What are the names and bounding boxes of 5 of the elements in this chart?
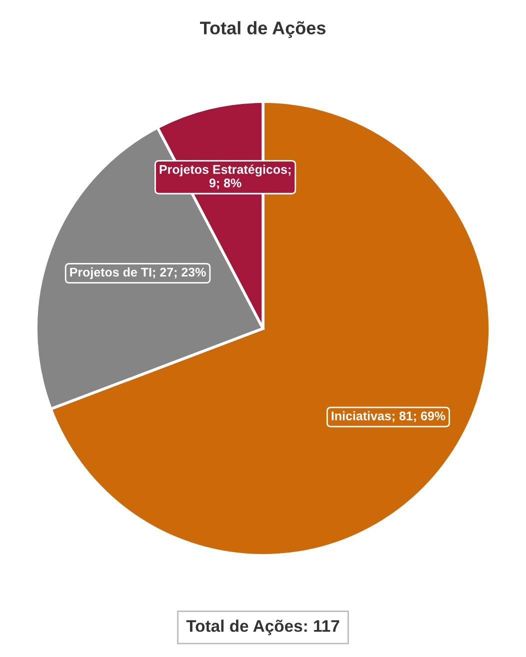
slice-label: Projetos Estratégicos; 9; 8%	[160, 164, 290, 190]
slice-label: Projetos de TI; 27; 23%	[70, 267, 206, 280]
chart-title: Total de Ações	[200, 21, 326, 38]
slice-label: Iniciativas; 81; 69%	[332, 411, 446, 422]
text: Total de Ações: 117	[186, 620, 340, 636]
